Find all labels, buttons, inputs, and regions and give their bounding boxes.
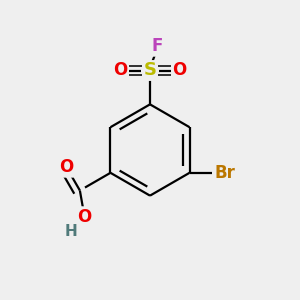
Text: O: O <box>59 158 73 176</box>
Text: S: S <box>143 61 157 80</box>
Text: H: H <box>64 224 77 239</box>
Text: F: F <box>152 38 163 56</box>
Text: O: O <box>113 61 128 80</box>
Text: O: O <box>77 208 91 226</box>
Text: O: O <box>172 61 187 80</box>
Text: Br: Br <box>214 164 235 182</box>
